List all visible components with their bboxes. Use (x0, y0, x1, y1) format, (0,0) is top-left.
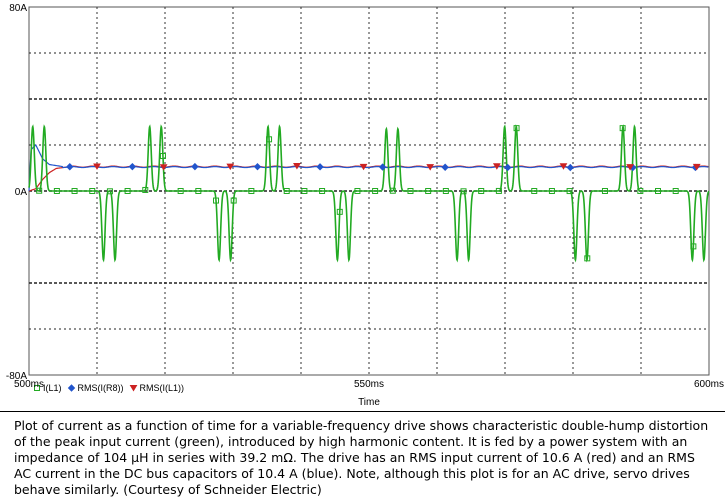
data-point-I(L1) (531, 188, 538, 194)
data-point-I(L1) (495, 187, 502, 194)
data-point-RMS(I(L1)) (492, 163, 501, 170)
data-point-I(L1) (106, 188, 113, 195)
figure-caption: Plot of current as a function of time fo… (0, 411, 725, 500)
data-point-I(L1) (442, 188, 449, 194)
axis-layer: -80A 0A 80A 500ms 550ms 600ms Time (6, 3, 724, 408)
data-point-I(L1) (637, 187, 644, 194)
data-point-I(L1) (319, 188, 326, 194)
legend-marker-RMS(I(R8)) (67, 384, 76, 392)
data-point-RMS(I(L1)) (293, 163, 301, 170)
data-point-I(L1) (655, 188, 661, 194)
x-tick-label: 550ms (354, 379, 384, 390)
series-line-RMS(I(R8)) (28, 143, 709, 192)
data-point-I(L1) (283, 187, 290, 194)
data-point-RMS(I(R8)) (378, 163, 387, 171)
data-point-I(L1) (177, 188, 184, 194)
legend-marker-RMS(I(L1)) (129, 385, 138, 392)
data-point-I(L1) (142, 186, 149, 193)
data-point-I(L1) (266, 136, 273, 143)
data-point-I(L1) (53, 188, 60, 194)
y-tick-label: -80A (6, 371, 27, 382)
data-point-I(L1) (372, 188, 379, 194)
chart-figure: -80A 0A 80A 500ms 550ms 600ms Time I(L1) RMS(I(… (6, 3, 724, 408)
legend-label-RMS(I(R8)): RMS(I(R8)) (78, 383, 124, 393)
data-point-RMS(I(R8)) (441, 163, 449, 171)
x-tick-label: 600ms (694, 379, 724, 390)
data-point-RMS(I(L1)) (93, 163, 101, 170)
data-point-RMS(I(R8)) (253, 162, 262, 171)
y-tick-label: 80A (9, 3, 27, 14)
data-point-I(L1) (354, 188, 361, 195)
data-point-RMS(I(L1)) (426, 164, 435, 171)
current-vs-time-chart: -80A 0A 80A 500ms 550ms 600ms Time I(L1) RMS(I(… (6, 3, 724, 408)
data-point-I(L1) (248, 188, 255, 194)
data-point-RMS(I(L1)) (359, 163, 368, 171)
data-point-RMS(I(L1)) (626, 164, 635, 171)
data-point-I(L1) (548, 188, 555, 194)
data-point-I(L1) (230, 197, 237, 204)
x-axis-label: Time (358, 397, 380, 408)
data-point-I(L1) (619, 125, 626, 132)
data-point-RMS(I(R8)) (66, 163, 74, 171)
data-point-RMS(I(L1)) (559, 163, 568, 170)
data-point-I(L1) (425, 188, 432, 194)
data-point-I(L1) (566, 188, 573, 195)
data-point-I(L1) (336, 208, 343, 215)
legend-label-RMS(I(L1)): RMS(I(L1)) (140, 383, 185, 393)
series-layer (28, 124, 710, 392)
data-point-I(L1) (690, 243, 697, 250)
data-point-RMS(I(R8)) (128, 162, 137, 171)
data-point-I(L1) (301, 188, 308, 194)
data-point-RMS(I(L1)) (692, 163, 701, 171)
data-point-I(L1) (71, 188, 78, 194)
data-point-RMS(I(R8)) (316, 163, 324, 171)
data-point-I(L1) (195, 188, 202, 194)
legend-marker-I(L1) (34, 385, 40, 391)
data-point-I(L1) (36, 187, 43, 194)
legend: I(L1) RMS(I(R8)) RMS(I(L1)) (43, 383, 184, 393)
data-point-I(L1) (478, 188, 485, 194)
y-tick-label: 0A (15, 187, 28, 198)
data-point-RMS(I(R8)) (566, 163, 574, 172)
data-point-I(L1) (407, 188, 414, 194)
data-point-RMS(I(L1)) (226, 163, 235, 171)
data-point-RMS(I(L1)) (159, 164, 168, 171)
data-point-I(L1) (159, 153, 166, 160)
data-point-RMS(I(R8)) (191, 162, 199, 171)
data-point-I(L1) (460, 188, 467, 195)
data-point-I(L1) (213, 197, 219, 204)
legend-label-I(L1): I(L1) (43, 383, 62, 393)
x-tick-label: 500ms (14, 379, 44, 390)
data-point-I(L1) (89, 188, 96, 194)
data-point-RMS(I(R8)) (504, 163, 512, 172)
data-point-I(L1) (672, 188, 679, 194)
data-point-I(L1) (584, 255, 591, 262)
data-point-I(L1) (601, 188, 608, 194)
data-point-I(L1) (513, 125, 520, 132)
data-point-I(L1) (389, 187, 396, 194)
data-point-I(L1) (124, 188, 131, 194)
